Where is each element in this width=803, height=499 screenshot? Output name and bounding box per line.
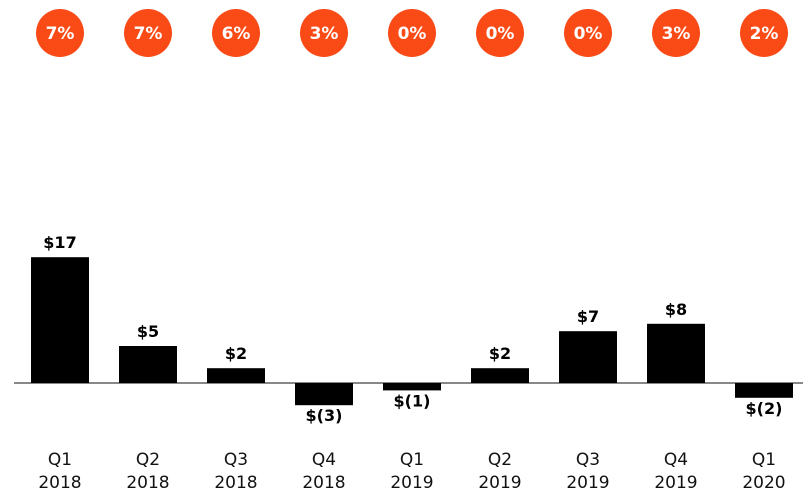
growth-badge bbox=[740, 9, 788, 57]
growth-label: 7% bbox=[134, 24, 163, 44]
growth-label: 0% bbox=[398, 24, 427, 44]
growth-badge bbox=[124, 9, 172, 57]
value-label: $(3) bbox=[306, 406, 343, 425]
x-tick-label: Q1 2020 bbox=[742, 450, 786, 493]
x-tick-label: Q4 2018 bbox=[302, 450, 346, 493]
bar bbox=[559, 331, 617, 383]
value-label: $5 bbox=[137, 322, 159, 341]
x-tick-label: Q2 2019 bbox=[478, 450, 522, 493]
bar bbox=[207, 368, 265, 383]
growth-label: 3% bbox=[662, 24, 691, 44]
x-tick-label: Q1 2018 bbox=[38, 450, 82, 493]
growth-label: 6% bbox=[222, 24, 251, 44]
bar bbox=[31, 257, 89, 383]
value-label: $7 bbox=[577, 307, 599, 326]
bar bbox=[471, 368, 529, 383]
growth-badge bbox=[300, 9, 348, 57]
growth-badge bbox=[652, 9, 700, 57]
value-label: $(1) bbox=[394, 391, 431, 410]
growth-label: 0% bbox=[574, 24, 603, 44]
growth-badge bbox=[388, 9, 436, 57]
value-label: $2 bbox=[489, 344, 511, 363]
x-tick-label: Q3 2018 bbox=[214, 450, 258, 493]
x-tick-label: Q3 2019 bbox=[566, 450, 610, 493]
x-tick-label: Q4 2019 bbox=[654, 450, 698, 493]
x-tick-label: Q1 2019 bbox=[390, 450, 434, 493]
growth-badge bbox=[476, 9, 524, 57]
bar bbox=[735, 383, 793, 398]
value-label: $17 bbox=[43, 233, 76, 252]
value-label: $2 bbox=[225, 344, 247, 363]
value-label: $(2) bbox=[746, 399, 783, 418]
growth-badge bbox=[36, 9, 84, 57]
growth-badge bbox=[564, 9, 612, 57]
growth-label: 7% bbox=[46, 24, 75, 44]
growth-badge bbox=[212, 9, 260, 57]
growth-label: 3% bbox=[310, 24, 339, 44]
bar bbox=[295, 383, 353, 406]
x-tick-label: Q2 2018 bbox=[126, 450, 170, 493]
growth-label: 0% bbox=[486, 24, 515, 44]
bar bbox=[647, 323, 705, 383]
value-label: $8 bbox=[665, 300, 687, 319]
growth-label: 2% bbox=[750, 24, 779, 44]
bar bbox=[383, 383, 441, 391]
bar bbox=[119, 346, 177, 383]
